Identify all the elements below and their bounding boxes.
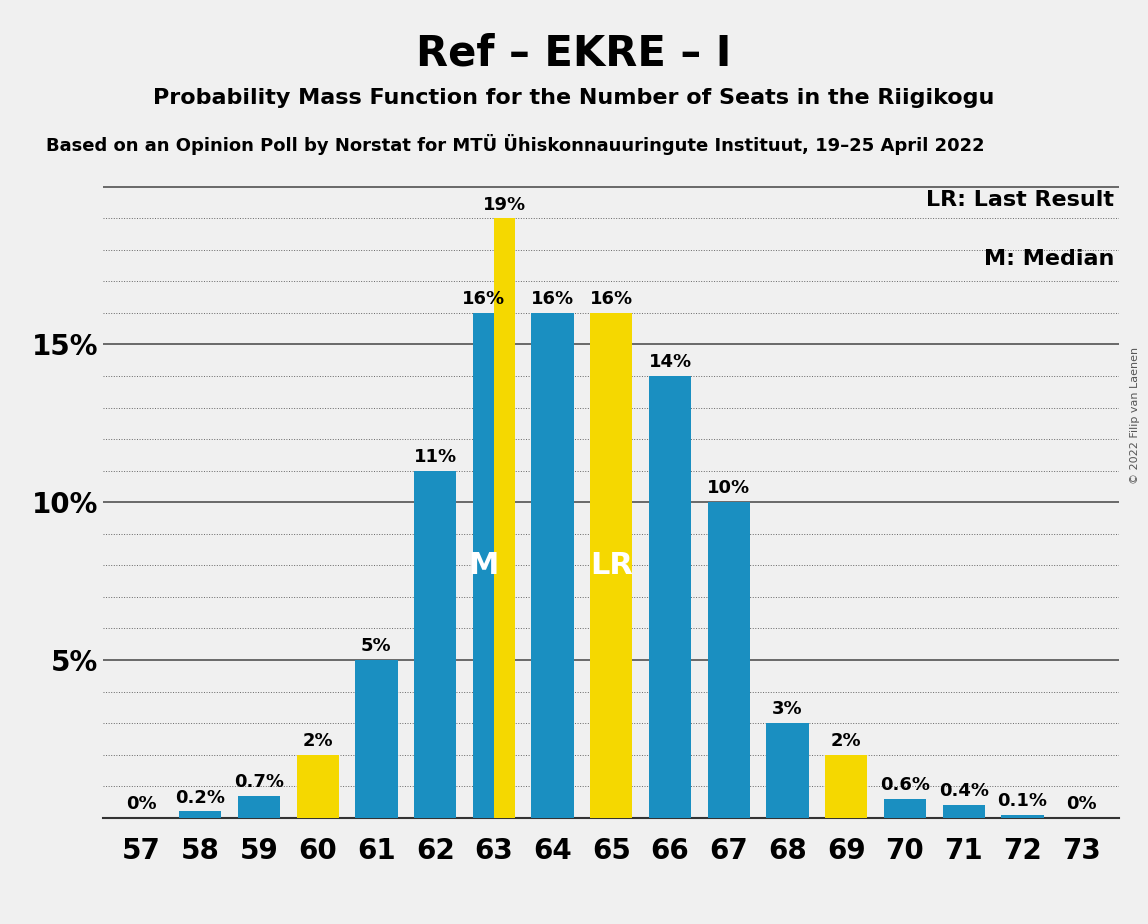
Bar [943,805,985,818]
Bar [473,313,494,818]
Bar [296,755,339,818]
Text: 2%: 2% [302,732,333,750]
Text: 0.6%: 0.6% [881,776,930,794]
Bar [238,796,280,818]
Bar [355,660,397,818]
Bar [1001,815,1044,818]
Text: 16%: 16% [461,290,505,309]
Text: 0.2%: 0.2% [176,789,225,807]
Text: 10%: 10% [707,480,751,497]
Bar [494,218,515,818]
Bar [825,755,868,818]
Text: 5%: 5% [362,638,391,655]
Text: 11%: 11% [413,448,457,466]
Bar [179,811,222,818]
Text: 0.4%: 0.4% [939,783,988,800]
Text: 2%: 2% [831,732,861,750]
Text: 0.7%: 0.7% [234,772,284,791]
Bar [767,723,808,818]
Text: M: M [468,551,498,580]
Text: Probability Mass Function for the Number of Seats in the Riigikogu: Probability Mass Function for the Number… [154,88,994,108]
Bar [414,470,456,818]
Text: Based on an Opinion Poll by Norstat for MTÜ Ühiskonnauuringute Instituut, 19–25 : Based on an Opinion Poll by Norstat for … [46,134,985,155]
Text: LR: LR [590,551,633,580]
Bar [649,376,691,818]
Text: 19%: 19% [483,196,526,213]
Bar [532,313,574,818]
Bar [884,799,926,818]
Text: 3%: 3% [773,700,802,718]
Text: 14%: 14% [649,353,691,371]
Text: LR: Last Result: LR: Last Result [926,190,1115,211]
Text: 16%: 16% [590,290,633,309]
Text: 0.1%: 0.1% [998,792,1047,809]
Bar [590,313,633,818]
Text: © 2022 Filip van Laenen: © 2022 Filip van Laenen [1130,347,1140,484]
Bar [707,503,750,818]
Text: 0%: 0% [1065,795,1096,813]
Text: 16%: 16% [532,290,574,309]
Text: Ref – EKRE – I: Ref – EKRE – I [417,32,731,74]
Text: M: Median: M: Median [984,249,1115,269]
Text: 0%: 0% [126,795,157,813]
